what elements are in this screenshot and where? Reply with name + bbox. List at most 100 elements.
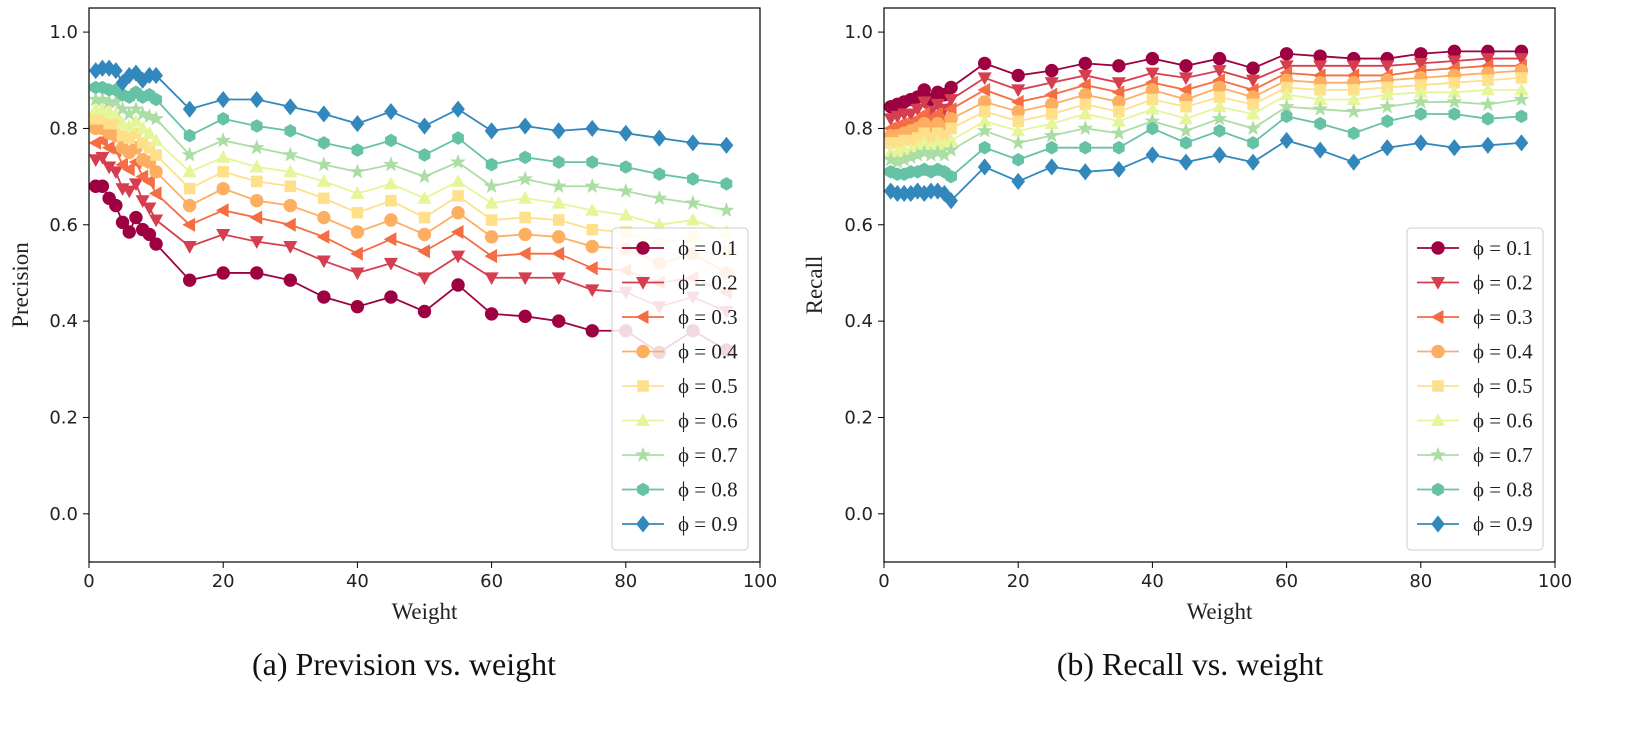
x-tick-label: 100	[1538, 571, 1572, 592]
data-point	[976, 122, 993, 138]
data-point	[484, 307, 499, 321]
data-point	[317, 136, 330, 150]
data-point	[485, 157, 498, 172]
legend-marker	[1430, 309, 1444, 325]
data-point	[384, 103, 398, 121]
data-point	[249, 210, 263, 225]
x-axis-label: Weight	[1187, 599, 1253, 624]
data-point	[1112, 160, 1126, 178]
data-point	[977, 56, 992, 71]
data-point	[1279, 131, 1294, 150]
data-point	[685, 194, 701, 210]
data-point	[383, 156, 399, 172]
legend-label: ϕ = 0.5	[678, 374, 738, 398]
data-point	[585, 324, 599, 338]
x-tick-label: 0	[83, 571, 94, 592]
data-point	[149, 66, 163, 84]
data-point	[1346, 60, 1361, 74]
data-point	[1045, 140, 1058, 155]
data-point	[451, 250, 466, 264]
legend-entry: ϕ = 0.2	[622, 271, 738, 295]
data-point	[617, 182, 634, 198]
data-point	[1247, 98, 1259, 111]
data-point	[1515, 109, 1528, 124]
data-point	[148, 186, 162, 201]
data-point	[1312, 100, 1329, 116]
y-tick-label: 0.6	[49, 215, 78, 236]
data-point	[215, 132, 232, 148]
data-point	[1346, 153, 1361, 171]
data-point	[586, 155, 599, 169]
legend-label: ϕ = 0.8	[678, 478, 738, 502]
legend-label: ϕ = 0.5	[1473, 374, 1533, 398]
legend-label: ϕ = 0.4	[678, 340, 738, 364]
x-tick-label: 100	[743, 571, 777, 592]
data-point	[552, 214, 565, 226]
y-axis-label: Recall	[802, 256, 827, 315]
data-point	[1077, 120, 1094, 136]
data-point	[551, 195, 566, 209]
data-point	[283, 164, 298, 178]
data-point	[216, 150, 231, 163]
x-tick-label: 60	[1275, 571, 1298, 592]
data-point	[141, 108, 158, 124]
data-point	[1145, 146, 1160, 164]
data-point	[518, 191, 533, 204]
data-point	[517, 246, 531, 261]
data-point	[182, 164, 197, 178]
data-point	[1045, 108, 1058, 120]
series-0.7	[884, 91, 1530, 169]
data-point	[585, 203, 600, 216]
x-tick-label: 20	[1007, 571, 1030, 592]
y-tick-label: 0.2	[844, 407, 873, 428]
data-point	[1212, 65, 1227, 78]
data-point	[150, 92, 162, 107]
data-point	[552, 314, 566, 328]
data-point	[618, 207, 633, 221]
data-point	[1278, 98, 1295, 114]
data-point	[450, 153, 466, 169]
data-point	[249, 159, 264, 173]
data-point	[1414, 107, 1427, 121]
data-point	[1180, 100, 1192, 113]
data-point	[217, 166, 229, 178]
data-point	[315, 156, 332, 172]
data-point	[1043, 127, 1060, 143]
series-0.2	[884, 53, 1529, 127]
data-point	[1515, 72, 1528, 84]
data-point	[1413, 57, 1428, 71]
data-point	[181, 146, 198, 162]
data-point	[1211, 110, 1228, 126]
data-point	[182, 100, 197, 118]
data-point	[318, 192, 330, 205]
data-point	[250, 266, 264, 280]
legend-marker	[1430, 277, 1446, 290]
legend-entry: ϕ = 0.7	[622, 443, 738, 467]
data-point	[149, 133, 164, 146]
data-point	[350, 246, 363, 261]
data-point	[216, 181, 230, 196]
legend-marker	[1430, 413, 1446, 426]
y-tick-label: 0.0	[844, 504, 873, 525]
data-point	[216, 228, 231, 242]
data-point	[217, 112, 230, 126]
data-point	[451, 278, 465, 292]
legend-marker	[637, 380, 649, 392]
data-point	[135, 195, 150, 208]
data-point	[283, 198, 297, 213]
data-point	[249, 236, 264, 249]
data-point	[719, 136, 734, 154]
data-point	[182, 273, 197, 287]
data-point	[551, 122, 566, 140]
data-point	[452, 190, 464, 202]
legend-entry: ϕ = 0.5	[622, 374, 738, 398]
data-point	[350, 225, 365, 239]
data-point	[1010, 134, 1027, 150]
data-point	[652, 129, 667, 147]
data-point	[484, 122, 499, 140]
legend-box	[611, 227, 749, 551]
data-point	[142, 126, 157, 139]
legend-marker	[1431, 515, 1445, 533]
data-point	[1448, 76, 1461, 89]
data-point	[1447, 139, 1462, 157]
